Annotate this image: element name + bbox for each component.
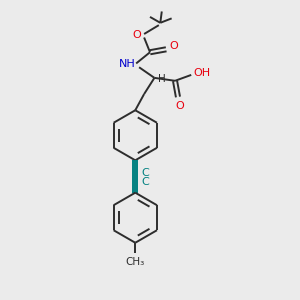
Text: C: C (142, 177, 149, 187)
Text: C: C (142, 168, 149, 178)
Text: CH₃: CH₃ (126, 256, 145, 267)
Text: H: H (158, 74, 166, 84)
Text: O: O (169, 41, 178, 51)
Text: NH: NH (118, 59, 135, 69)
Text: OH: OH (194, 68, 211, 78)
Text: O: O (175, 100, 184, 110)
Text: O: O (132, 30, 141, 40)
